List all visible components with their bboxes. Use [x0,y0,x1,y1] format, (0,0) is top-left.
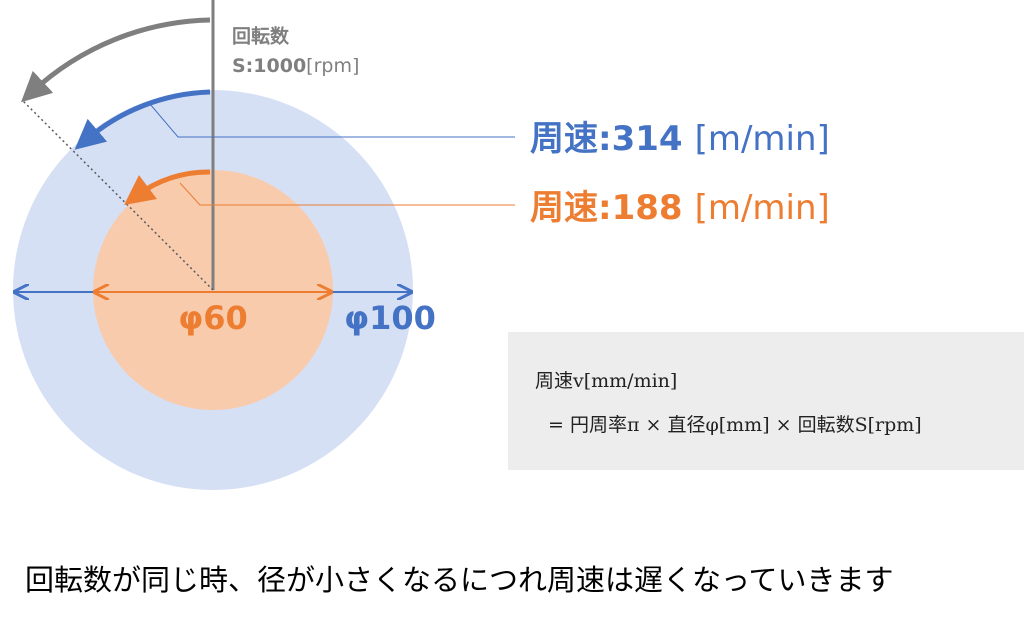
inner-speed-unit: [m/min] [695,188,830,228]
rotation-value-number: S:1000 [232,55,306,77]
inner-diameter: φ60 [178,299,248,337]
rotation-unit: [rpm] [306,55,359,77]
inner-leader [179,182,515,206]
rotation-value: S:1000[rpm] [232,55,359,77]
outer-speed: 周速:314 [m/min] [530,119,830,159]
outer-speed-value: 周速:314 [530,119,683,159]
inner-speed-value: 周速:188 [530,188,683,228]
inner-arrow [123,169,211,205]
formula-box [508,332,1024,470]
caption: 回転数が同じ時、径が小さくなるにつれ周速は遅くなっていきます [25,563,894,597]
outer-diameter: φ100 [344,299,436,337]
formula-line: = 円周率π × 直径φ[mm] × 回転数S[rpm] [548,414,922,436]
outer-arrow [74,89,211,150]
rotation-label: 回転数 [232,25,290,48]
outer-leader [149,103,515,138]
inner-speed: 周速:188 [m/min] [530,188,830,228]
formula-line: 周速v[mm/min] [535,370,677,392]
rotation-arrow [20,17,211,103]
outer-speed-unit: [m/min] [695,119,830,159]
